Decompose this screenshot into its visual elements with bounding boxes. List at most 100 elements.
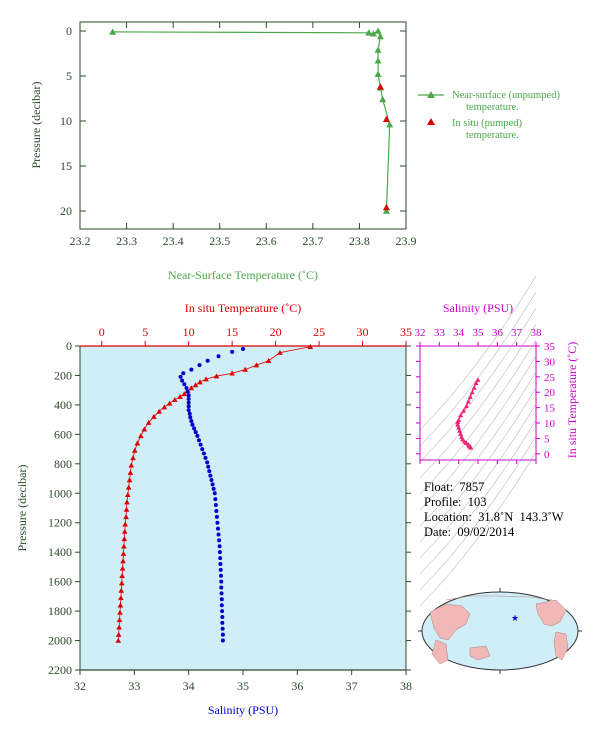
- salinity-point: [186, 397, 191, 402]
- salinity-point: [186, 404, 191, 409]
- density-contour: [419, 323, 537, 479]
- ts-salinity-label: Salinity (PSU): [443, 301, 513, 315]
- temperature-point: [126, 477, 133, 483]
- ts-point: [465, 398, 471, 404]
- temperature-point: [125, 491, 131, 497]
- temperature-point: [118, 587, 125, 593]
- legend-label-near-surface: Near-surface (unpumped): [452, 90, 560, 101]
- profile-chart: 0 5 10 15 20 25 30 35 32 33 34 35 36 37 38 0 200 400 600…: [15, 301, 412, 717]
- temperature-point: [213, 373, 220, 379]
- density-contour: [419, 355, 537, 511]
- salinity-point: [219, 591, 224, 596]
- profile-series: [115, 343, 314, 643]
- ts-temperature-tick-label: 10: [544, 418, 556, 430]
- salinity-point: [190, 422, 195, 427]
- salinity-point: [216, 532, 221, 537]
- salinity-point: [185, 389, 190, 394]
- salinity-point: [188, 415, 193, 420]
- salinity-point: [220, 626, 225, 631]
- temperature-point: [145, 419, 152, 425]
- temperature-axis-label: In situ Temperature (˚C): [185, 301, 302, 315]
- salinity-tick-label: 33: [128, 679, 140, 693]
- salinity-point: [219, 579, 224, 584]
- temperature-point: [138, 433, 144, 439]
- map-land-africa: [431, 639, 449, 665]
- near-surface-x-label: Near-Surface Temperature (˚C): [168, 268, 318, 282]
- legend-marker-in-situ: [427, 118, 435, 125]
- salinity-point: [203, 455, 208, 460]
- ts-point: [461, 408, 466, 413]
- salinity-point: [189, 419, 194, 424]
- near-surface-y-tick-label: 5: [66, 69, 72, 83]
- near-surface-x-tick-label: 23.8: [349, 234, 370, 248]
- near-surface-point: [376, 32, 384, 40]
- temperature-point: [229, 370, 235, 376]
- salinity-point: [220, 638, 225, 643]
- near-surface-point: [369, 30, 377, 37]
- map-land-north-america: [535, 599, 567, 627]
- ts-series: [455, 377, 481, 450]
- ts-temperature-tick-label: 30: [544, 356, 556, 368]
- temperature-point: [119, 572, 125, 578]
- salinity-point: [200, 447, 205, 452]
- temperature-point: [161, 404, 168, 410]
- temperature-point: [166, 400, 173, 406]
- salinity-point: [218, 556, 223, 561]
- near-surface-y-tick-label: 0: [66, 24, 72, 38]
- temperature-point: [171, 396, 178, 402]
- ts-temperature-tick-label: 0: [544, 449, 550, 461]
- ts-salinity-tick-label: 33: [434, 327, 446, 339]
- map-land-australia: [469, 645, 491, 661]
- ts-temperature-tick-label: 20: [544, 387, 556, 399]
- salinity-point: [217, 538, 222, 543]
- near-surface-y-ticks: 0 5 10 15 20: [60, 24, 406, 218]
- salinity-point: [189, 367, 194, 372]
- temperature-point: [188, 385, 195, 391]
- salinity-point: [216, 526, 221, 531]
- near-surface-legend: Near-surface (unpumped) temperature. In …: [418, 90, 560, 141]
- temperature-point: [253, 362, 260, 368]
- temperature-point: [177, 394, 183, 400]
- salinity-point: [208, 473, 213, 478]
- ts-point: [457, 428, 463, 433]
- map-land-asia: [429, 603, 471, 641]
- pressure-tick-label: 600: [54, 427, 72, 441]
- temperature-tick-label: 0: [99, 325, 105, 339]
- float-number: 7857: [459, 480, 485, 494]
- salinity-point: [192, 426, 197, 431]
- ts-salinity-ticks: 32 33 34 35 36 37 38: [415, 327, 542, 464]
- salinity-point: [217, 550, 222, 555]
- temperature-tick-label: 5: [142, 325, 148, 339]
- salinity-point: [218, 573, 223, 578]
- salinity-tick-label: 38: [400, 679, 412, 693]
- salinity-point: [215, 520, 220, 525]
- temperature-point: [181, 391, 188, 397]
- salinity-point: [186, 393, 191, 398]
- salinity-point: [214, 508, 219, 513]
- ts-salinity-tick-label: 32: [415, 327, 426, 339]
- ts-point: [471, 385, 477, 390]
- ts-point: [468, 445, 474, 450]
- date-row: Date: 09/02/2014: [424, 525, 515, 539]
- near-surface-x-tick-label: 23.6: [256, 234, 277, 248]
- salinity-point: [205, 460, 210, 465]
- near-surface-x-ticks: 23.2 23.3 23.4 23.5 23.6 23.7 23.8 23.9: [70, 22, 417, 248]
- temperature-point: [121, 543, 127, 549]
- temperature-point: [115, 637, 122, 643]
- density-contour: [419, 419, 537, 575]
- temperature-tick-label: 10: [183, 325, 195, 339]
- density-contour: [419, 387, 537, 543]
- pressure-tick-label: 1400: [48, 545, 72, 559]
- temperature-point: [124, 499, 130, 505]
- ts-salinity-tick-label: 37: [511, 327, 523, 339]
- temperature-point: [120, 558, 126, 564]
- salinity-point: [198, 442, 203, 447]
- near-surface-point: [374, 27, 382, 34]
- near-surface-chart: 23.2 23.3 23.4 23.5 23.6 23.7 23.8 23.9 0510152…: [29, 21, 560, 282]
- pressure-tick-label: 0: [66, 339, 72, 353]
- pressure-tick-label: 400: [54, 398, 72, 412]
- temperature-point: [119, 565, 126, 571]
- salinity-point: [214, 514, 219, 519]
- salinity-point: [201, 451, 206, 456]
